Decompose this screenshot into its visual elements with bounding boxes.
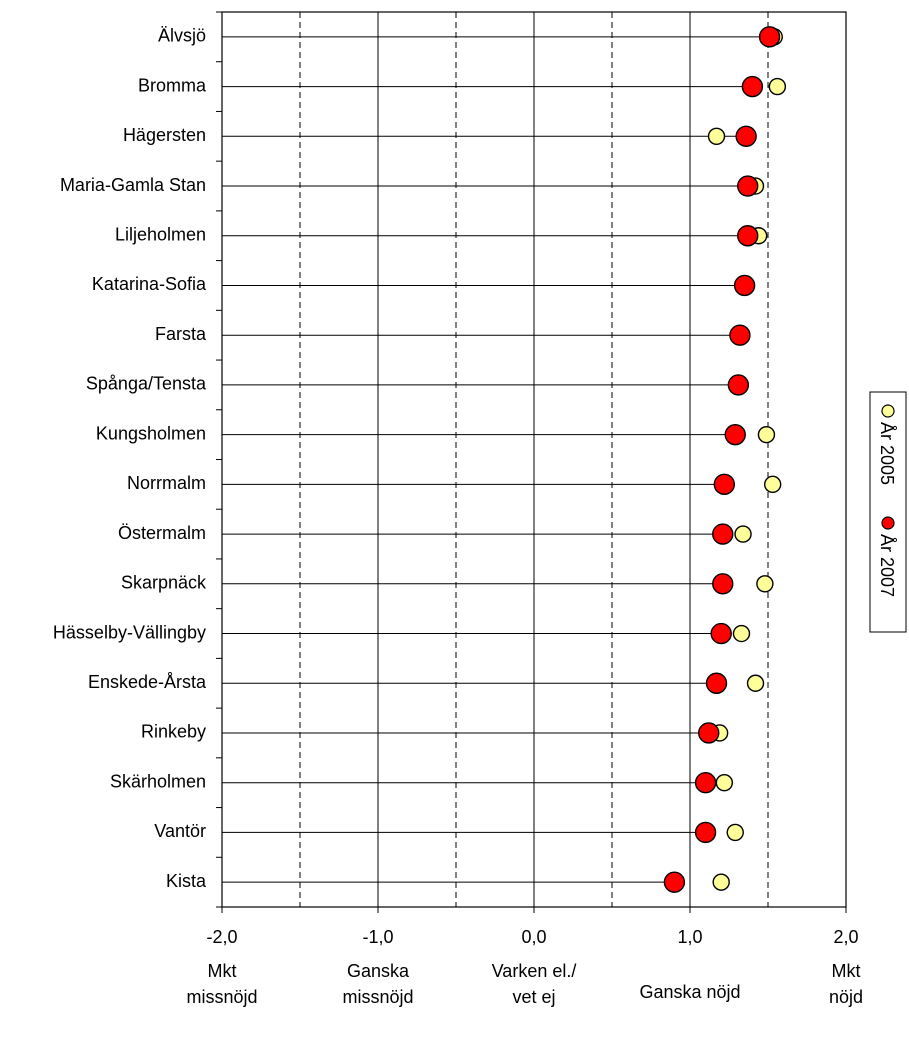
category-label-kungsholmen: Kungsholmen <box>96 423 206 443</box>
scale-label-line: missnöjd <box>186 987 257 1007</box>
point-ar-2007-farsta <box>729 324 751 346</box>
scale-label: Ganska missnöjd <box>342 961 413 1007</box>
scale-label-line: Varken el./ <box>492 961 577 981</box>
x-tick-labels: -2,0 -1,0 0,0 1,0 2,0 <box>206 927 858 947</box>
point-ar-2007-maria-gamla-stan <box>737 175 759 197</box>
scale-label: Varken el./ vet ej <box>492 961 577 1007</box>
category-label-enskede-arsta: Enskede-Årsta <box>88 672 207 692</box>
point-ar-2007-spanga-tensta <box>727 374 750 396</box>
legend-box <box>869 391 907 633</box>
legend-items: År 2005 År 2007 <box>877 404 897 597</box>
scale-label-line: Ganska nöjd <box>639 982 740 1002</box>
point-ar-2007-vantor <box>694 821 717 844</box>
category-label-vantor: Vantör <box>154 821 206 841</box>
scale-label-line: Mkt <box>832 961 861 981</box>
point-ar-2007-hasselby-vallingby <box>710 622 732 645</box>
point-ar-2007-kista <box>663 871 686 893</box>
x-tick-label: -2,0 <box>206 927 237 947</box>
point-ar-2007-skarpnack <box>712 573 734 595</box>
point-ar-2007-enskede-arsta <box>705 672 728 694</box>
category-label-maria-gamla-stan: Maria-Gamla Stan <box>60 175 206 195</box>
category-label-bromma: Bromma <box>138 75 207 95</box>
point-ar-2007-liljeholmen <box>737 225 759 247</box>
point-ar-2005-skarpnack <box>756 575 774 593</box>
point-ar-2005-enskede-arsta <box>746 674 765 692</box>
point-ar-2005-ostermalm <box>734 525 752 543</box>
point-ar-2007-bromma <box>741 75 764 98</box>
scale-label: Mkt nöjd <box>829 961 863 1007</box>
category-label-rinkeby: Rinkeby <box>141 722 206 742</box>
point-ar-2005-kista <box>712 873 730 891</box>
category-label-skarpnack: Skarpnäck <box>121 573 207 593</box>
category-label-ostermalm: Östermalm <box>118 523 206 543</box>
legend-label-ar-2007: År 2007 <box>877 534 897 597</box>
point-ar-2007-skarholmen <box>694 771 717 794</box>
scale-label: Mkt missnöjd <box>186 961 257 1007</box>
point-ar-2007-hagersten <box>735 125 757 148</box>
stems <box>222 36 770 883</box>
category-label-skarholmen: Skärholmen <box>110 771 206 791</box>
category-labels: Älvsjö Bromma Hägersten Maria-Gamla Stan Lil… <box>53 26 207 891</box>
point-ar-2005-bromma <box>768 77 787 96</box>
legend-label-ar-2005: År 2005 <box>877 422 897 485</box>
scale-label-line: vet ej <box>512 987 555 1007</box>
point-ar-2007-norrmalm <box>713 473 736 496</box>
point-ar-2005-kungsholmen <box>757 425 776 444</box>
category-label-kista: Kista <box>166 871 207 891</box>
scale-label-line: Mkt <box>208 961 237 981</box>
legend-marker-ar-2005 <box>881 404 895 418</box>
category-label-farsta: Farsta <box>155 324 207 344</box>
point-ar-2005-hagersten <box>707 127 726 146</box>
category-label-hagersten: Hägersten <box>123 125 206 145</box>
x-tick-label: 0,0 <box>521 927 546 947</box>
point-ar-2005-norrmalm <box>763 475 782 494</box>
point-ar-2007-katarina-sofia <box>733 274 756 297</box>
scale-label-line: Ganska <box>347 961 410 981</box>
scale-label-line: missnöjd <box>342 987 413 1007</box>
category-label-liljeholmen: Liljeholmen <box>115 225 206 245</box>
point-ar-2007-alvsjo <box>758 26 781 48</box>
category-label-hasselby-vallingby: Hässelby-Vällingby <box>53 622 206 642</box>
point-ar-2005-vantor <box>726 823 744 842</box>
legend-marker-ar-2007 <box>881 516 895 530</box>
x-tick-label: 1,0 <box>677 927 702 947</box>
scale-label-line: nöjd <box>829 987 863 1007</box>
point-ar-2007-rinkeby <box>698 722 720 744</box>
point-ar-2007-kungsholmen <box>724 423 746 446</box>
scale-label: Ganska nöjd <box>639 982 740 1002</box>
point-ar-2007-ostermalm <box>712 523 734 545</box>
category-label-katarina-sofia: Katarina-Sofia <box>92 274 207 294</box>
gridlines <box>216 11 847 913</box>
category-label-spanga-tensta: Spånga/Tensta <box>86 374 207 394</box>
x-tick-label: -1,0 <box>362 927 393 947</box>
point-ar-2005-hasselby-vallingby <box>732 624 751 643</box>
x-tick-label: 2,0 <box>833 927 858 947</box>
category-label-alvsjo: Älvsjö <box>158 26 206 46</box>
scale-labels: Mkt missnöjd Ganska missnöjd Varken el./ vet … <box>186 961 863 1007</box>
point-ar-2005-skarholmen <box>715 773 734 792</box>
legend: År 2005 År 2007 <box>869 391 907 633</box>
points <box>663 26 787 893</box>
category-label-norrmalm: Norrmalm <box>127 473 206 493</box>
